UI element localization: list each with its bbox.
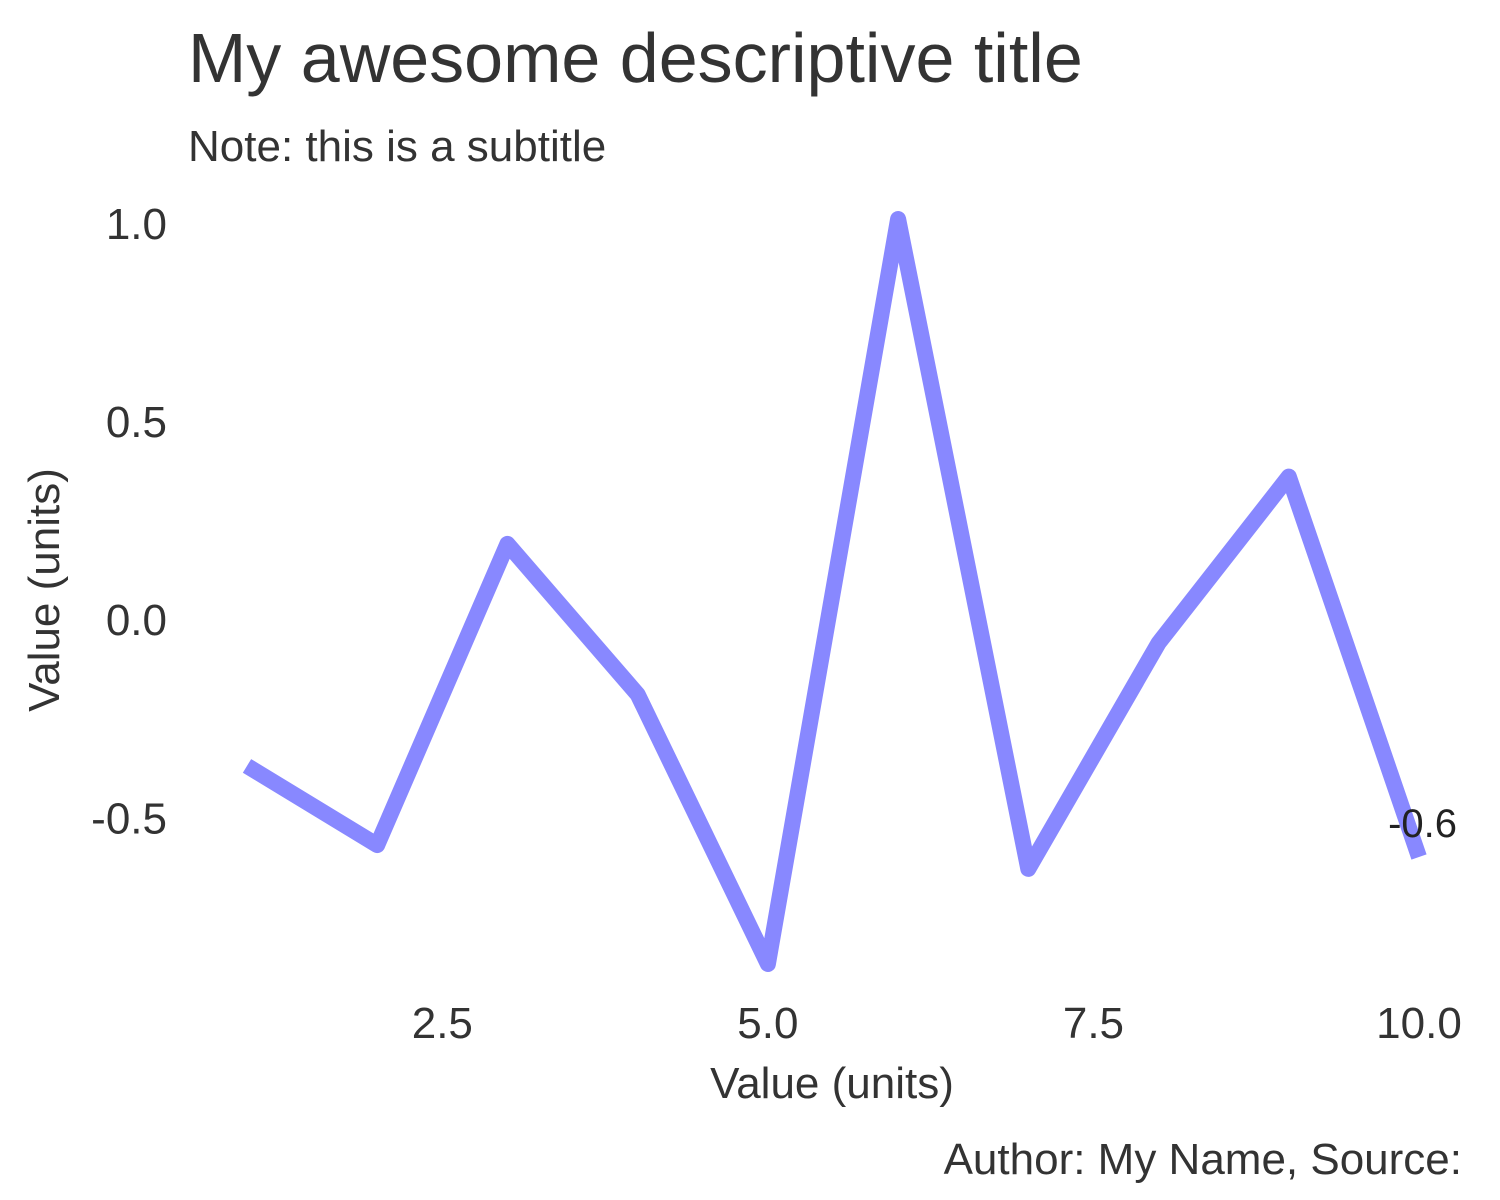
x-tick-label: 10.0 <box>1376 999 1462 1048</box>
y-tick-label: -0.5 <box>91 794 167 843</box>
series-group: -0.6 <box>242 211 1457 972</box>
chart-subtitle: Note: this is a subtitle <box>188 122 606 171</box>
chart-caption: Author: My Name, Source: <box>944 1135 1462 1184</box>
series-line <box>242 211 1427 972</box>
x-tick-label: 2.5 <box>412 999 473 1048</box>
x-tick-label: 7.5 <box>1063 999 1124 1048</box>
x-tick-label: 5.0 <box>737 999 798 1048</box>
chart-title: My awesome descriptive title <box>188 19 1083 97</box>
end-value-label: -0.6 <box>1388 802 1457 846</box>
y-tick-label: 0.5 <box>106 398 167 447</box>
y-axis-label: Value (units) <box>20 468 69 712</box>
x-axis-ticks: 2.5 5.0 7.5 10.0 <box>412 999 1462 1048</box>
y-tick-label: 1.0 <box>106 200 167 249</box>
x-axis-label: Value (units) <box>710 1059 954 1108</box>
y-tick-label: 0.0 <box>106 596 167 645</box>
y-axis-ticks: -0.5 0.0 0.5 1.0 <box>91 200 167 843</box>
